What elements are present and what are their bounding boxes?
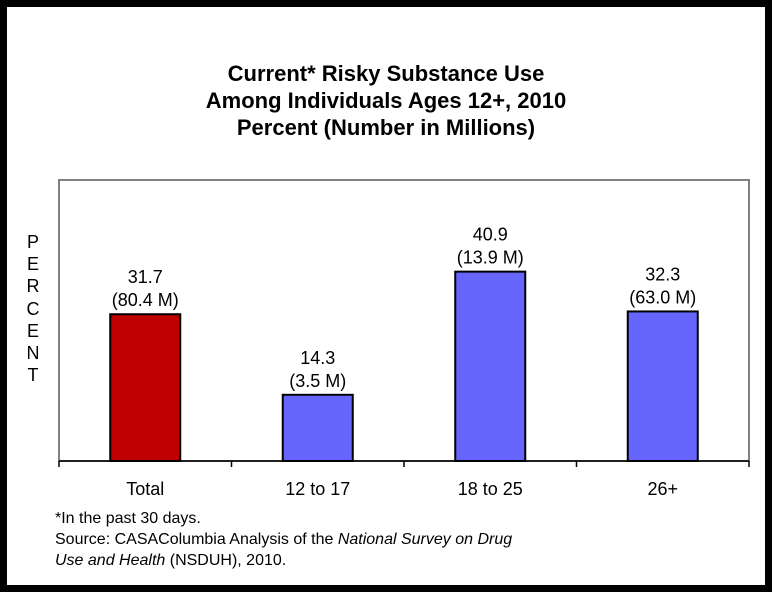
y-axis-label: PERCENT [26,232,40,386]
chart-title-line-3: Percent (Number in Millions) [236,115,536,140]
bar-count-label: (63.0 M) [629,287,696,307]
bar-count-label: (13.9 M) [457,248,524,268]
chart-title: Current* Risky Substance Use Among Indiv… [0,60,772,141]
source-suffix: (NSDUH), 2010. [165,552,287,569]
footnote: *In the past 30 days. Source: CASAColumb… [55,508,512,571]
bar-count-label: (80.4 M) [112,290,179,310]
x-tick-label: Total [126,479,164,499]
bar [626,310,699,462]
bar-labels: 31.7 (80.4 M) 14.3 (3.5 M) 40.9 (13.9 M) 32.3 (… [112,225,697,391]
source-title-italic-1: National Survey on Drug [337,531,513,548]
footnote-source-line-1: Source: CASAColumbia Analysis of the Nat… [55,529,512,550]
bars [109,270,699,462]
x-tick-label: 18 to 25 [458,479,523,499]
bar [454,270,527,462]
bar [109,313,182,462]
bar-value-label: 14.3 [300,348,335,368]
x-axis: Total 12 to 17 18 to 25 26+ [58,460,750,499]
source-title-italic-2: Use and Health [55,552,166,569]
bar [281,393,354,462]
bar-value-label: 31.7 [128,267,163,287]
x-tick-label: 26+ [647,479,678,499]
bar-value-label: 32.3 [645,264,680,284]
bar-value-label: 40.9 [473,225,508,245]
footnote-source-line-2: Use and Health (NSDUH), 2010. [55,550,512,571]
chart-title-line-1: Current* Risky Substance Use [227,61,545,86]
bar-count-label: (3.5 M) [289,371,346,391]
x-tick-label: 12 to 17 [285,479,350,499]
source-prefix: Source: CASAColumbia Analysis of the [55,531,338,548]
footnote-period-note: *In the past 30 days. [55,510,201,527]
chart-title-line-2: Among Individuals Ages 12+, 2010 [205,88,567,113]
